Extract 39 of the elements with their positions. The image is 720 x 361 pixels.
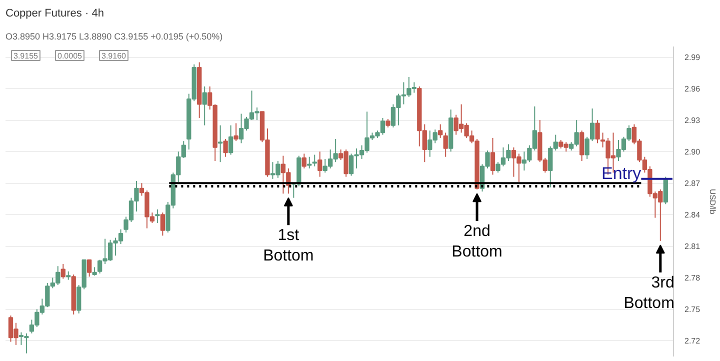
candlestick <box>302 153 306 169</box>
candlestick <box>443 132 448 158</box>
candlestick <box>307 156 312 169</box>
chart-subtitle: O3.8950 H3.9175 L3.8890 C3.9155 +0.0195 (+0.50%) <box>6 32 223 42</box>
candlestick <box>595 120 600 144</box>
annotation: 2nd Bottom <box>452 223 502 260</box>
candlestick <box>228 124 234 156</box>
annotation: 1st Bottom <box>263 227 314 265</box>
y-tick-label: 2.78 <box>684 274 701 283</box>
y-tick-label: 2.75 <box>684 305 701 314</box>
chart-title: Copper Futures · 4h <box>6 8 104 20</box>
candlestick <box>218 124 223 163</box>
candlestick <box>202 86 207 126</box>
y-tick-label: 2.93 <box>684 116 701 126</box>
candlestick <box>160 212 166 236</box>
candlestick <box>312 154 317 167</box>
candlestick <box>234 122 238 142</box>
y-tick-label: 2.81 <box>684 242 701 252</box>
y-tick-label: 2.72 <box>684 336 701 346</box>
candlestick <box>579 130 584 162</box>
y-tick-label: 2.90 <box>684 148 701 157</box>
candlestick <box>155 208 160 224</box>
candlestick <box>663 176 668 205</box>
annotation: 0.0005 <box>58 52 83 60</box>
y-tick-label: 2.99 <box>684 53 701 62</box>
ref-line-label: Entry <box>601 164 642 183</box>
candlestick <box>223 138 228 158</box>
y-tick-label: 2.84 <box>684 210 701 220</box>
y-tick-label: 2.87 <box>684 179 701 188</box>
y-tick-label: 2.96 <box>684 84 701 94</box>
candlestick <box>490 137 496 176</box>
y-axis-title: USD/lb <box>708 188 718 215</box>
candlestick <box>438 124 443 138</box>
annotation: 3.9155 <box>14 52 39 60</box>
annotation: 3rd Bottom <box>624 274 674 312</box>
candlestick <box>60 264 66 280</box>
candlestick <box>86 259 92 278</box>
candlestick <box>318 151 322 178</box>
annotation: 3.9160 <box>102 52 127 60</box>
